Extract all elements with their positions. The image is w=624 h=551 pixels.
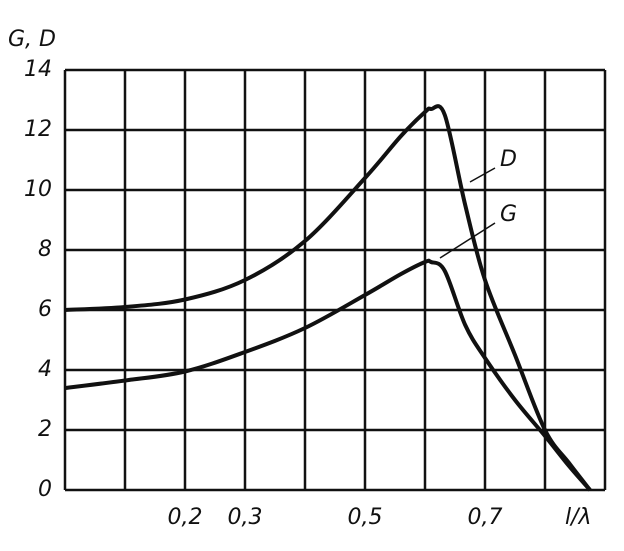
- y-tick-label: 6: [38, 297, 52, 322]
- x-tick-label: 0,5: [348, 505, 383, 530]
- y-tick-label: 4: [38, 357, 52, 382]
- y-tick-label: 8: [38, 237, 52, 262]
- curve: [64, 258, 592, 492]
- leader-line: [469, 167, 496, 183]
- series-label: D: [500, 147, 517, 172]
- y-tick-label: 14: [24, 57, 52, 82]
- y-axis-label: G, D: [8, 27, 56, 52]
- series-label: G: [500, 202, 517, 227]
- y-tick-label: 2: [38, 417, 52, 442]
- x-tick-label: 0,7: [468, 505, 503, 530]
- x-axis-label: l/λ: [565, 505, 592, 530]
- y-tick-label: 10: [24, 177, 52, 202]
- y-tick-label: 0: [38, 477, 52, 502]
- leader-line: [439, 222, 496, 259]
- x-tick-label: 0,2: [168, 505, 203, 530]
- curve: [64, 104, 592, 492]
- x-tick-label: 0,3: [228, 505, 263, 530]
- y-tick-label: 12: [24, 117, 52, 142]
